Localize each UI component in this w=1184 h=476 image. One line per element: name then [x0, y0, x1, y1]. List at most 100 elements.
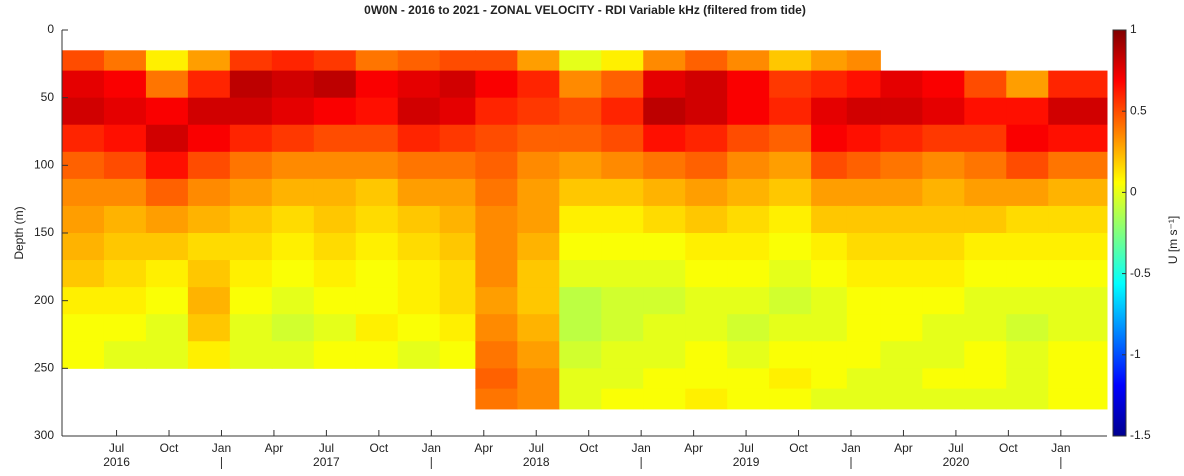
y-tick-label: 50	[41, 90, 55, 104]
cell	[601, 205, 644, 234]
cell	[313, 314, 357, 342]
cell	[271, 178, 315, 207]
cell	[475, 151, 518, 180]
y-tick-label: 150	[34, 225, 54, 239]
cell	[145, 124, 189, 153]
cell	[517, 50, 560, 72]
cell	[187, 205, 231, 234]
cell	[601, 314, 644, 342]
cell	[846, 314, 881, 342]
cell	[964, 124, 1007, 153]
cell	[475, 178, 518, 207]
cell	[517, 368, 560, 390]
cell	[271, 70, 315, 99]
cell	[397, 178, 441, 207]
cell	[685, 368, 728, 390]
cell	[922, 70, 965, 99]
cell	[964, 341, 1007, 369]
cell	[62, 205, 105, 234]
cell	[846, 341, 881, 369]
cell	[271, 97, 315, 126]
cell	[103, 124, 147, 153]
cell	[811, 314, 848, 342]
colorbar-tick-label: -1	[1130, 347, 1141, 361]
cell	[62, 314, 105, 342]
cell	[313, 151, 357, 180]
x-tick-label: Oct	[999, 441, 1018, 455]
cell	[643, 341, 686, 369]
cell	[769, 341, 812, 369]
cell	[517, 205, 560, 234]
cell	[229, 97, 273, 126]
cell	[769, 260, 812, 288]
cell	[439, 178, 476, 207]
cell	[439, 50, 476, 72]
cell	[313, 205, 357, 234]
cell	[880, 341, 923, 369]
cell	[685, 151, 728, 180]
cell	[229, 50, 273, 72]
cell	[769, 97, 812, 126]
cell	[685, 178, 728, 207]
cell	[439, 341, 476, 369]
cell	[271, 260, 315, 288]
cell	[685, 124, 728, 153]
cell	[727, 124, 770, 153]
cell	[601, 124, 644, 153]
cell	[517, 388, 560, 410]
cell	[685, 341, 728, 369]
cell	[103, 233, 147, 261]
cell	[811, 388, 848, 410]
cell	[601, 388, 644, 410]
cell	[601, 70, 644, 99]
cell	[727, 151, 770, 180]
x-tick-label: Apr	[894, 441, 913, 455]
cell	[880, 233, 923, 261]
cell	[727, 70, 770, 99]
cell	[964, 70, 1007, 99]
cell	[271, 124, 315, 153]
cell	[397, 50, 441, 72]
cell	[846, 233, 881, 261]
cell	[271, 233, 315, 261]
cell	[187, 50, 231, 72]
cell	[397, 205, 441, 234]
cell	[439, 233, 476, 261]
cell	[355, 124, 399, 153]
x-tick-label: Jan	[1051, 441, 1070, 455]
cell	[559, 341, 602, 369]
cell	[964, 233, 1007, 261]
cell	[811, 97, 848, 126]
cell	[685, 50, 728, 72]
cell	[1006, 368, 1049, 390]
cell	[355, 233, 399, 261]
cell	[103, 287, 147, 315]
cell	[769, 70, 812, 99]
cell	[439, 314, 476, 342]
cell	[727, 388, 770, 410]
cell	[439, 205, 476, 234]
cell	[229, 341, 273, 369]
cell	[187, 70, 231, 99]
cell	[439, 260, 476, 288]
cell	[475, 260, 518, 288]
cell	[1048, 205, 1108, 234]
cell	[271, 205, 315, 234]
colorbar-tick-label: -1.5	[1130, 428, 1151, 442]
cell	[1006, 178, 1049, 207]
cell	[475, 287, 518, 315]
cell	[880, 70, 923, 99]
heatmap	[62, 50, 1108, 410]
x-tick-label: Oct	[789, 441, 808, 455]
cell	[517, 260, 560, 288]
cell	[517, 287, 560, 315]
cell	[643, 70, 686, 99]
cell	[187, 151, 231, 180]
cell	[880, 314, 923, 342]
cell	[643, 151, 686, 180]
y-tick-label: 300	[34, 428, 54, 442]
cell	[439, 287, 476, 315]
x-tick-label: Apr	[265, 441, 284, 455]
cell	[517, 314, 560, 342]
cell	[62, 151, 105, 180]
